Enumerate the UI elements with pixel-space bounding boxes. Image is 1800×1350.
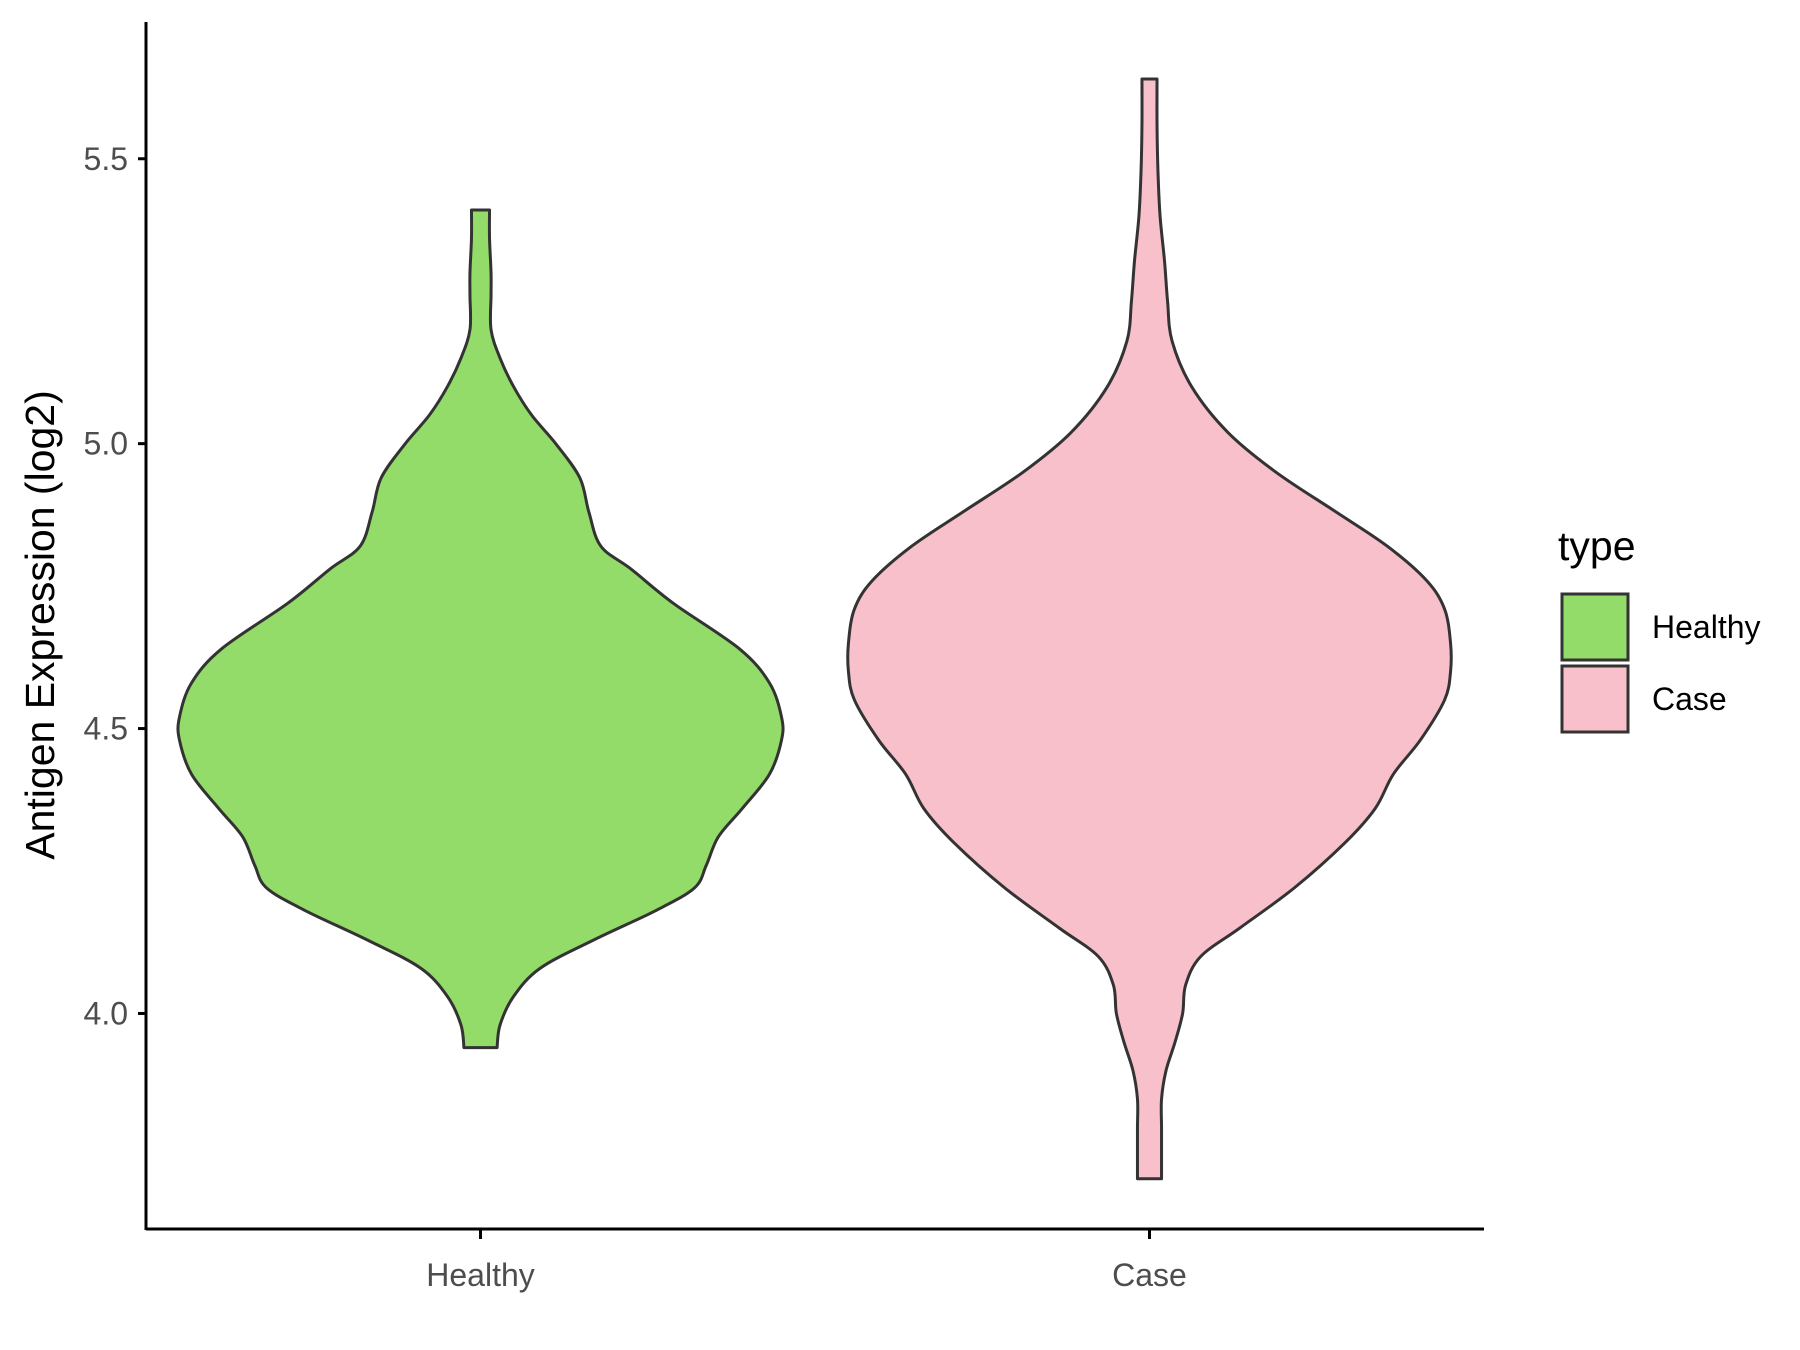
legend-swatch-healthy (1560, 592, 1630, 662)
legend: type Healthy Case (1558, 523, 1761, 734)
legend-label-healthy: Healthy (1652, 609, 1761, 645)
y-tick-label: 5.5 (84, 141, 128, 177)
y-tick-label: 4.0 (84, 995, 128, 1031)
x-tick-label: Healthy (426, 1257, 535, 1293)
x-tick-label: Case (1112, 1257, 1187, 1293)
y-tick-label: 4.5 (84, 711, 128, 747)
violin-healthy (176, 208, 785, 1050)
violin-layer (176, 77, 1453, 1181)
legend-swatch-case (1560, 664, 1630, 734)
violin-case (846, 77, 1453, 1181)
y-ticks: 4.0 4.5 5.0 5.5 (84, 141, 146, 1031)
legend-items: Healthy Case (1560, 592, 1761, 734)
y-tick-label: 5.0 (84, 426, 128, 462)
legend-label-case: Case (1652, 681, 1727, 717)
legend-title: type (1558, 523, 1636, 569)
y-axis-title: Antigen Expression (log2) (17, 390, 63, 859)
x-ticks: Healthy Case (426, 1230, 1187, 1293)
